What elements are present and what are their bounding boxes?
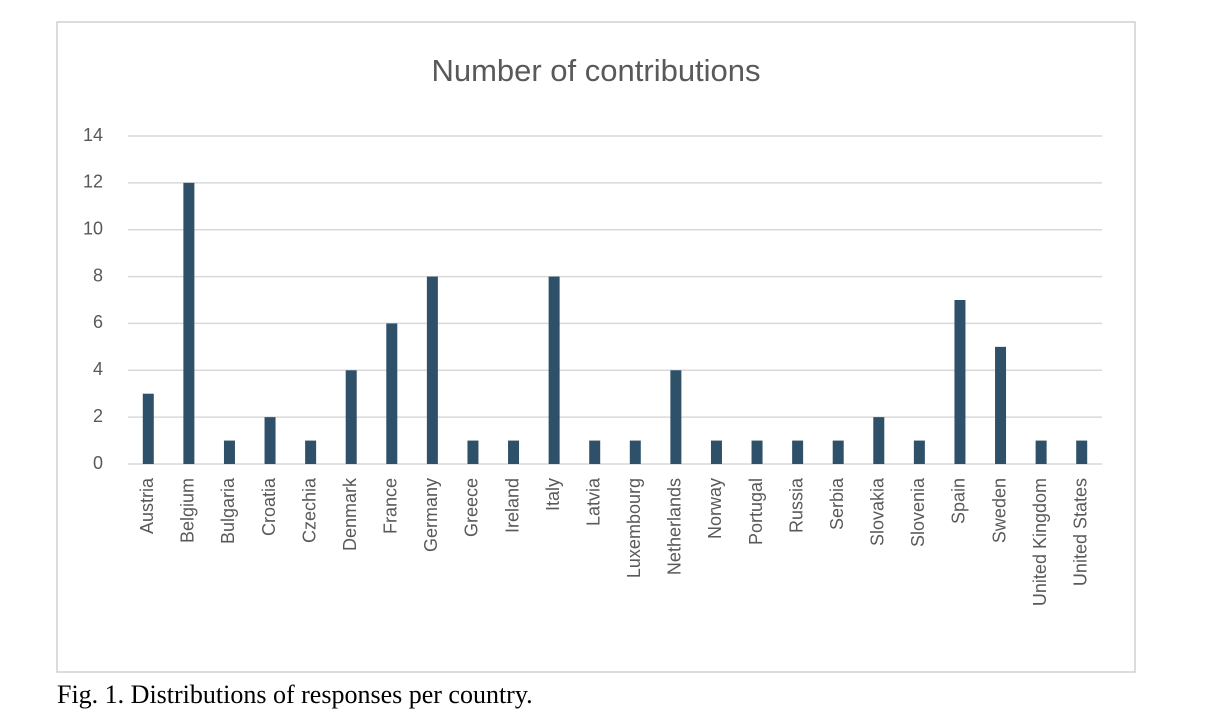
x-tick-label: Italy (543, 478, 563, 511)
y-tick-label: 14 (83, 125, 103, 145)
bar (305, 440, 317, 464)
bar (792, 440, 804, 464)
bar (954, 300, 966, 464)
bar (873, 417, 885, 464)
x-tick-label: United States (1070, 478, 1090, 586)
y-tick-label: 4 (93, 359, 103, 379)
bar (142, 393, 154, 464)
x-tick-label: Greece (462, 478, 482, 537)
bar (751, 440, 763, 464)
x-tick-label: Bulgaria (218, 477, 238, 544)
y-tick-label: 2 (93, 406, 103, 426)
caption: Fig. 1. Distributions of responses per c… (57, 680, 533, 709)
x-tick-label: Czechia (299, 477, 319, 543)
x-tick-label: Denmark (340, 477, 360, 551)
bar (548, 276, 560, 464)
bar (629, 440, 641, 464)
x-tick-label: Belgium (178, 478, 198, 543)
x-tick-label: Portugal (746, 478, 766, 545)
bar (670, 370, 682, 464)
chart-frame (56, 21, 1136, 673)
x-tick-label: Ireland (502, 478, 522, 533)
x-tick-label: France (381, 478, 401, 534)
y-tick-label: 8 (93, 265, 103, 285)
x-tick-label: Luxembourg (624, 478, 644, 578)
bar (1076, 440, 1088, 464)
x-tick-label: Germany (421, 478, 441, 552)
bar (426, 276, 438, 464)
bar (589, 440, 601, 464)
x-tick-label: Norway (705, 478, 725, 539)
x-tick-label: Slovenia (908, 477, 928, 547)
bar (264, 417, 276, 464)
y-tick-label: 0 (93, 453, 103, 473)
bar (345, 370, 357, 464)
bar (710, 440, 722, 464)
x-tick-label: Russia (786, 477, 806, 533)
x-tick-label: Latvia (583, 477, 603, 526)
bar (223, 440, 235, 464)
bar (508, 440, 520, 464)
x-tick-label: Croatia (259, 477, 279, 536)
x-tick-label: Spain (949, 478, 969, 524)
y-tick-label: 6 (93, 312, 103, 332)
x-tick-label: Sweden (989, 478, 1009, 543)
bar (386, 323, 398, 464)
y-tick-label: 10 (83, 218, 103, 238)
bar (467, 440, 479, 464)
x-tick-label: United Kingdom (1030, 478, 1050, 606)
y-tick-label: 12 (83, 172, 103, 192)
bar (913, 440, 925, 464)
bar (995, 346, 1007, 464)
x-tick-label: Slovakia (868, 477, 888, 546)
chart-title: Number of contributions (431, 53, 760, 88)
x-tick-label: Netherlands (665, 478, 685, 575)
x-tick-label: Austria (137, 477, 157, 534)
bar (183, 182, 195, 464)
x-tick-label: Serbia (827, 477, 847, 530)
bar (1035, 440, 1047, 464)
bar (832, 440, 844, 464)
